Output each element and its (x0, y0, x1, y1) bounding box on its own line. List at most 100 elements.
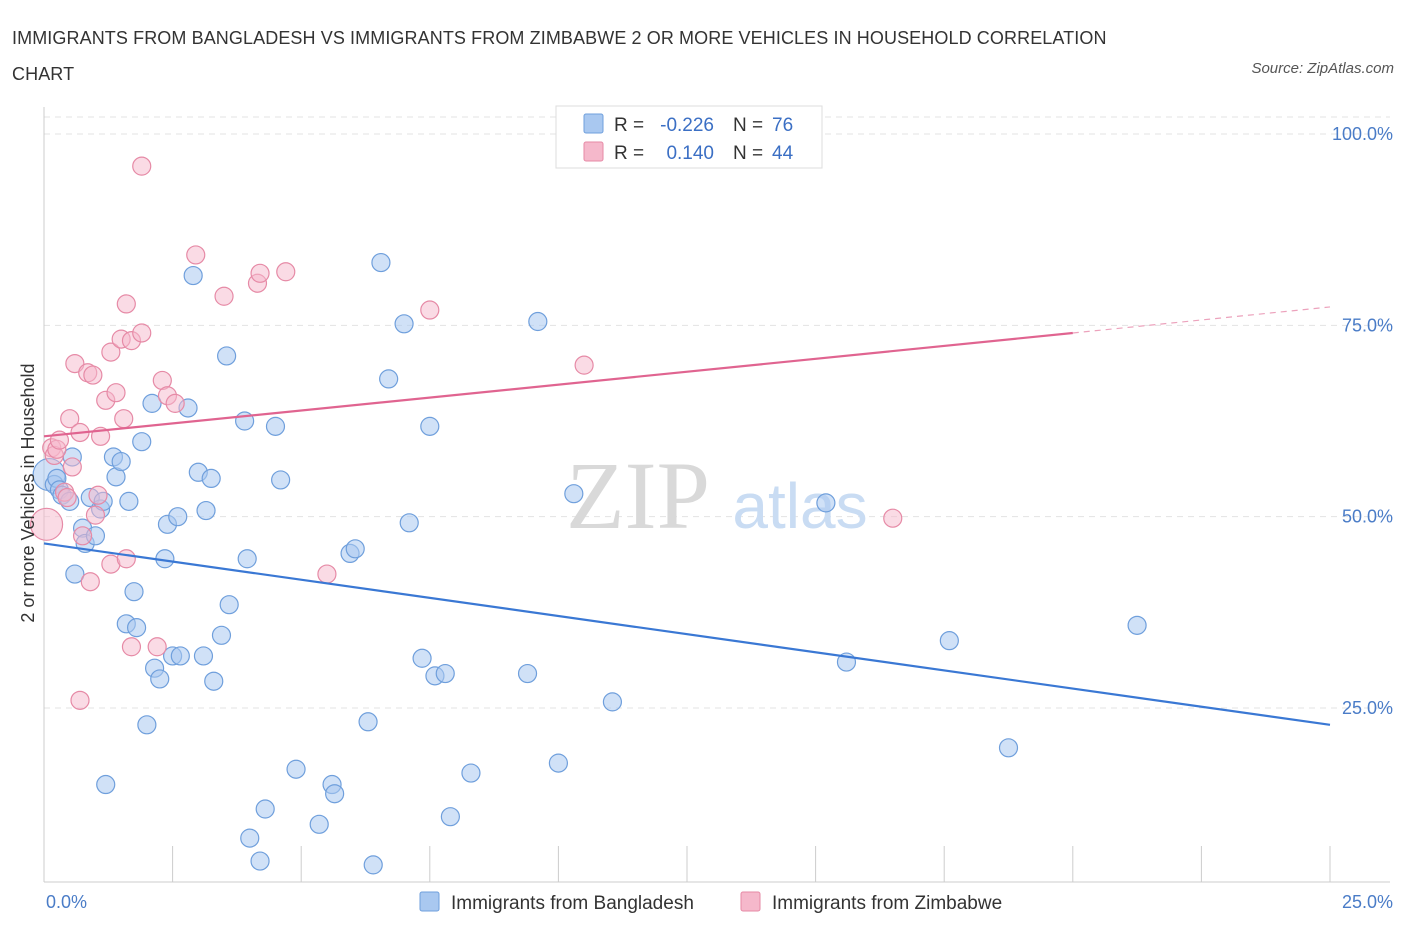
watermark-zip: ZIP (566, 442, 710, 549)
zimbabwe-point-35 (186, 245, 206, 265)
y-tick-label-1: 75.0% (1342, 315, 1393, 335)
legend-r-label-zimbabwe: R = (614, 143, 644, 164)
y-tick-labels: 100.0% 75.0% 50.0% 25.0% (1332, 124, 1393, 718)
bangladesh-point-43 (237, 549, 257, 569)
bangladesh-point-37 (201, 468, 221, 488)
trend-lines (43, 306, 1331, 726)
bangladesh-point-30 (168, 507, 188, 527)
zimbabwe-point-6 (57, 487, 77, 508)
bangladesh-point-74 (939, 631, 959, 651)
bangladesh-point-24 (142, 393, 162, 413)
legend-swatch-zimbabwe (583, 141, 604, 162)
legend-r-value-bangladesh: -0.226 (660, 115, 714, 136)
bangladesh-point-17 (111, 451, 131, 472)
bottom-legend: Immigrants from Bangladesh Immigrants fr… (419, 891, 1002, 914)
zimbabwe-point-30 (132, 156, 152, 176)
legend-n-label-zimbabwe: N = (733, 143, 763, 164)
zimbabwe-point-7 (60, 409, 80, 429)
x-tick-label-0: 0.0% (46, 892, 87, 912)
bottom-legend-swatch-zimbabwe (740, 891, 761, 912)
zimbabwe-point-14 (80, 572, 100, 592)
bangladesh-point-69 (548, 753, 569, 773)
bangladesh-point-71 (602, 692, 623, 712)
zimbabwe-point-20 (101, 342, 121, 362)
bangladesh-point-67 (517, 663, 538, 684)
legend-swatch-bangladesh (583, 113, 604, 134)
bangladesh-point-61 (412, 648, 432, 668)
bangladesh-point-72 (816, 493, 836, 513)
bangladesh-point-38 (204, 671, 224, 691)
legend-n-label-bangladesh: N = (733, 115, 763, 136)
zimbabwe-point-39 (276, 262, 296, 282)
y-tick-label-2: 50.0% (1342, 507, 1393, 527)
zimbabwe-point-29 (132, 323, 152, 343)
bangladesh-point-56 (363, 855, 383, 875)
legend-n-value-bangladesh: 76 (772, 115, 793, 136)
trend-line-bangladesh (43, 542, 1331, 726)
bangladesh-point-49 (286, 759, 306, 779)
y-tick-label-3: 25.0% (1342, 698, 1393, 718)
zimbabwe-point-8 (62, 457, 82, 477)
bangladesh-point-40 (217, 346, 237, 366)
zimbabwe-point-34 (165, 393, 185, 413)
zimbabwe-point-15 (83, 365, 103, 385)
bangladesh-point-50 (309, 814, 329, 834)
series-zimbabwe-points (29, 156, 903, 710)
zimbabwe-point-0 (29, 507, 64, 541)
bangladesh-point-59 (394, 314, 414, 334)
bangladesh-point-65 (440, 807, 460, 827)
zimbabwe-point-25 (116, 294, 136, 314)
legend-box: R = -0.226 N = 76 R = 0.140 N = 44 (555, 105, 823, 169)
source-label: Source: ZipAtlas.com (1251, 60, 1394, 77)
zimbabwe-point-24 (114, 409, 134, 429)
legend-r-value-zimbabwe: 0.140 (666, 143, 714, 164)
bottom-legend-swatch-bangladesh (419, 891, 440, 912)
bangladesh-point-41 (219, 595, 239, 615)
bottom-legend-label-bangladesh: Immigrants from Bangladesh (451, 893, 694, 914)
series-bangladesh-points (32, 252, 1147, 875)
bangladesh-point-66 (461, 763, 481, 783)
zimbabwe-point-41 (420, 300, 440, 320)
bangladesh-point-70 (564, 484, 584, 504)
bangladesh-point-44 (240, 828, 260, 848)
bangladesh-point-47 (265, 416, 286, 436)
bangladesh-point-64 (435, 663, 455, 684)
axes (43, 107, 1390, 883)
zimbabwe-point-27 (121, 637, 142, 657)
zimbabwe-point-31 (147, 637, 167, 657)
zimbabwe-point-22 (106, 383, 126, 403)
watermark-atlas: atlas (732, 470, 867, 542)
y-axis-label: 2 or more Vehicles in Household (18, 363, 38, 622)
bangladesh-point-76 (1127, 615, 1147, 635)
chart-title: IMMIGRANTS FROM BANGLADESH VS IMMIGRANTS… (12, 28, 1107, 84)
bangladesh-point-45 (250, 851, 270, 871)
bangladesh-point-52 (325, 784, 345, 804)
zimbabwe-point-26 (116, 549, 136, 569)
x-tick-label-1: 25.0% (1342, 892, 1393, 912)
bangladesh-point-23 (137, 715, 157, 735)
y-tick-label-0: 100.0% (1332, 124, 1393, 144)
legend-r-label-bangladesh: R = (614, 115, 644, 136)
zimbabwe-point-12 (72, 526, 93, 546)
bottom-legend-label-zimbabwe: Immigrants from Zimbabwe (772, 893, 1002, 914)
bangladesh-point-20 (124, 582, 144, 602)
bangladesh-point-39 (211, 625, 232, 645)
x-tick-labels: 0.0% 25.0% (46, 892, 1393, 912)
bangladesh-point-14 (96, 774, 116, 795)
zimbabwe-point-11 (70, 690, 90, 710)
bangladesh-point-60 (399, 513, 419, 533)
bangladesh-point-54 (345, 539, 365, 559)
zimbabwe-point-42 (574, 355, 594, 375)
bangladesh-point-68 (528, 311, 548, 332)
bangladesh-point-31 (170, 646, 190, 666)
bangladesh-point-19 (119, 491, 139, 511)
legend-n-value-zimbabwe: 44 (772, 143, 794, 164)
bangladesh-point-58 (379, 369, 399, 389)
zimbabwe-point-36 (214, 286, 234, 306)
bangladesh-point-35 (193, 646, 214, 666)
zimbabwe-point-38 (250, 263, 270, 283)
watermark: ZIP atlas (566, 442, 868, 549)
bangladesh-point-46 (255, 799, 275, 819)
bangladesh-point-55 (358, 712, 378, 732)
